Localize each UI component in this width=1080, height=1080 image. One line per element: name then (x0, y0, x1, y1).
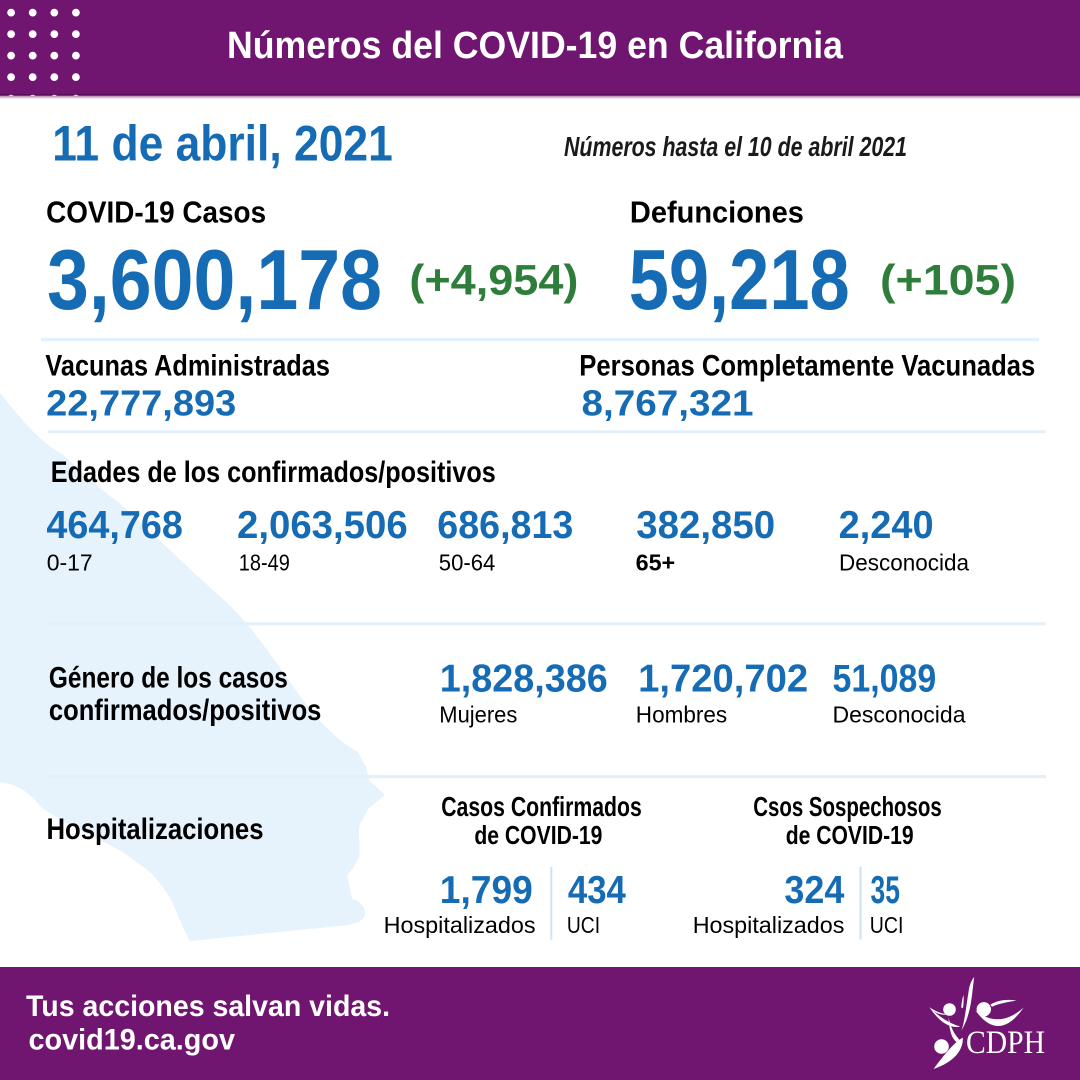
svg-text:Csos Sospechosos: Csos Sospechosos (753, 791, 942, 822)
svg-text:Género de los casos: Género de los casos (49, 661, 288, 694)
svg-text:434: 434 (568, 869, 627, 912)
svg-text:324: 324 (784, 869, 845, 912)
svg-text:Hospitalizados: Hospitalizados (693, 912, 845, 938)
svg-text:(+105): (+105) (880, 258, 1016, 305)
svg-text:22,777,893: 22,777,893 (46, 382, 236, 423)
svg-text:Desconocida: Desconocida (839, 550, 969, 576)
svg-text:1,799: 1,799 (440, 869, 533, 912)
svg-text:UCI: UCI (870, 912, 904, 938)
svg-text:0-17: 0-17 (47, 550, 93, 576)
svg-text:1,720,702: 1,720,702 (638, 658, 808, 701)
svg-text:3,600,178: 3,600,178 (47, 233, 382, 328)
svg-text:(+4,954): (+4,954) (409, 258, 578, 305)
svg-text:Casos Confirmados: Casos Confirmados (441, 791, 642, 822)
svg-text:Personas Completamente Vacunad: Personas Completamente Vacunadas (579, 350, 1035, 383)
svg-text:Desconocida: Desconocida (833, 702, 966, 728)
svg-text:Tus acciones salvan vidas.: Tus acciones salvan vidas. (26, 990, 390, 1023)
svg-text:59,218: 59,218 (629, 233, 850, 328)
svg-text:Defunciones: Defunciones (630, 195, 804, 230)
svg-text:UCI: UCI (567, 912, 600, 938)
svg-text:8,767,321: 8,767,321 (582, 382, 754, 423)
svg-text:11 de abril, 2021: 11 de abril, 2021 (52, 116, 393, 172)
svg-text:Mujeres: Mujeres (439, 702, 517, 728)
svg-text:2,240: 2,240 (839, 504, 934, 547)
svg-text:de COVID-19: de COVID-19 (786, 820, 914, 850)
svg-text:COVID-19 Casos: COVID-19 Casos (46, 195, 266, 230)
svg-text:50-64: 50-64 (439, 550, 496, 576)
svg-text:18-49: 18-49 (239, 550, 290, 576)
svg-text:CDPH: CDPH (966, 1025, 1045, 1061)
svg-text:1,828,386: 1,828,386 (440, 658, 608, 701)
svg-text:382,850: 382,850 (636, 504, 775, 547)
svg-text:Hospitalizados: Hospitalizados (384, 912, 536, 938)
svg-text:2,063,506: 2,063,506 (237, 504, 408, 547)
svg-text:de COVID-19: de COVID-19 (474, 820, 602, 850)
svg-text:464,768: 464,768 (46, 504, 183, 547)
svg-text:Números del COVID-19 en Califo: Números del COVID-19 en California (227, 25, 844, 67)
svg-text:covid19.ca.gov: covid19.ca.gov (29, 1024, 236, 1057)
svg-text:51,089: 51,089 (833, 658, 937, 701)
svg-text:686,813: 686,813 (437, 504, 573, 547)
svg-text:Hospitalizaciones: Hospitalizaciones (47, 813, 264, 846)
svg-text:confirmados/positivos: confirmados/positivos (49, 694, 322, 727)
svg-text:Hombres: Hombres (636, 702, 727, 728)
svg-text:Edades de los confirmados/posi: Edades de los confirmados/positivos (51, 456, 496, 489)
svg-text:35: 35 (871, 869, 900, 912)
svg-text:Números hasta el 10 de abril 2: Números hasta el 10 de abril 2021 (564, 131, 907, 162)
svg-text:Vacunas Administradas: Vacunas Administradas (45, 350, 330, 383)
svg-text:65+: 65+ (636, 550, 676, 576)
